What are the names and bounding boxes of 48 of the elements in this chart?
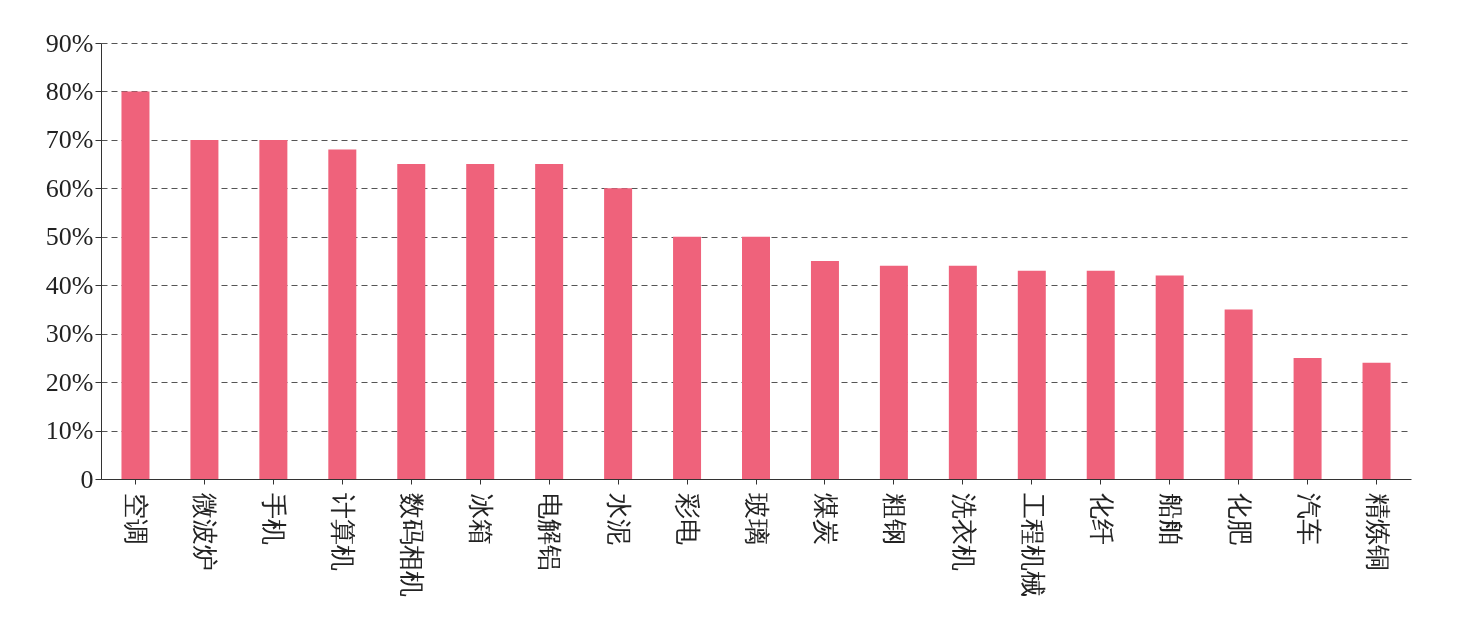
x-tick-label: 工程机械 [1017,492,1047,597]
x-tick-label: 煤炭 [810,492,840,545]
y-tick-label: 10% [45,416,94,446]
bar [259,139,288,479]
y-tick-label: 50% [45,222,94,252]
x-tick-label: 计算机 [328,492,358,571]
bar [810,261,839,479]
y-tick-label: 70% [45,125,94,155]
x-tick-label: 冰箱 [466,492,496,545]
x-tick-label: 玻璃 [742,492,771,545]
x-tick-label: 彩电 [673,492,703,545]
bar [1362,362,1391,479]
x-tick-label: 粗钢 [879,492,909,545]
bar [1017,270,1046,479]
y-tick-label: 80% [45,76,94,106]
bar [121,91,150,479]
bar [535,164,564,479]
bar [1224,309,1253,479]
y-tick-label: 20% [45,367,94,397]
y-tick-label: 40% [45,270,94,300]
x-tick-label: 空调 [121,492,151,545]
bar [1293,357,1322,479]
bar [742,236,770,479]
bar [328,149,357,479]
x-tick-label: 电解铝 [535,492,565,571]
bar [397,164,426,479]
bar [879,265,908,479]
x-tick-label: 船舶 [1155,492,1185,545]
x-tick-label: 化肥 [1224,492,1254,545]
bar [1155,275,1184,479]
x-tick-label: 微波炉 [190,492,220,571]
y-tick-label: 60% [45,173,94,203]
x-tick-label: 手机 [259,492,289,545]
bar [1086,270,1115,479]
x-tick-label: 洗衣机 [948,492,978,571]
y-tick-label: 90% [45,28,94,58]
bar [948,265,977,479]
x-tick-label: 水泥 [604,492,634,545]
bar [190,139,219,479]
x-tick-label: 汽车 [1293,492,1323,545]
bar [604,188,633,479]
y-tick-label: 30% [45,319,94,349]
bar [466,164,495,479]
y-tick-label: 0 [80,464,94,494]
x-tick-label: 精炼铜 [1362,492,1392,571]
bar [673,236,702,479]
x-tick-label: 数码相机 [397,492,427,597]
x-tick-label: 化纤 [1086,492,1116,545]
